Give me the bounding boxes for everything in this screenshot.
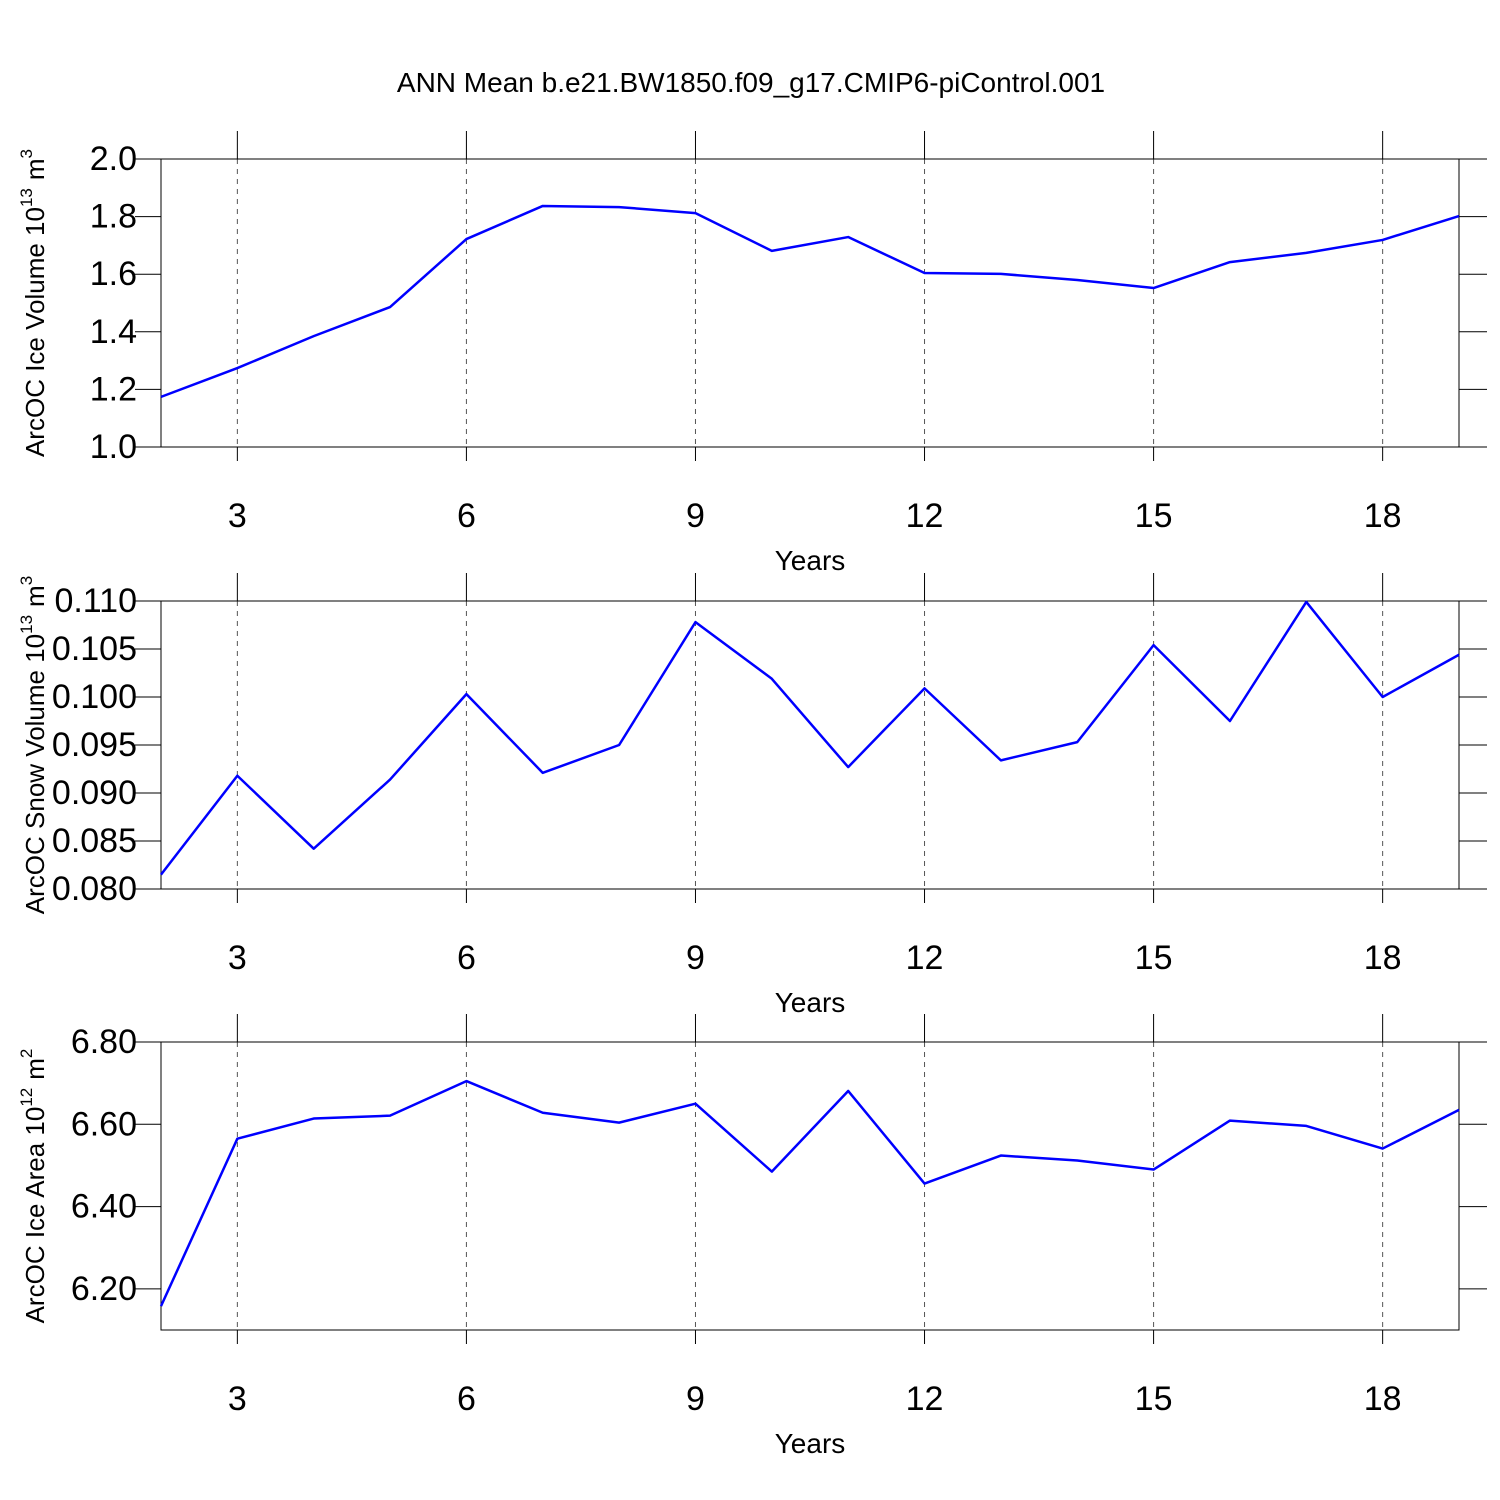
data-line [160,204,1460,399]
x-tick-label: 6 [457,939,476,977]
x-tick-label: 9 [686,939,705,977]
y-axis-title: ArcOC Snow Volume 1013 m3 [17,576,50,914]
y-tick-label: 0.105 [52,630,137,668]
x-axis-title: Years [775,1428,846,1459]
y-tick-label: 1.0 [90,428,137,466]
y-axis-title: ArcOC Ice Area 1012 m2 [17,1049,50,1324]
x-tick-label: 3 [228,1380,247,1418]
y-tick-label: 2.0 [90,140,137,178]
y-axis-title-exponent: 12 [17,1088,36,1107]
x-tick-label: 3 [228,497,247,535]
y-tick-label: 0.100 [52,678,137,716]
y-tick-label: 0.090 [52,774,137,812]
x-tick-label: 18 [1364,939,1402,977]
y-tick-label: 6.60 [71,1105,137,1143]
y-axis-title-text: ArcOC Snow Volume 10 [20,634,50,914]
y-tick-label: 0.110 [54,582,137,620]
x-tick-label: 3 [228,939,247,977]
x-axis-title: Years [775,545,846,576]
x-tick-label: 12 [906,939,944,977]
y-tick-label: 0.080 [52,870,137,908]
y-axis-title-unit: m [20,585,50,607]
y-tick-label: 1.2 [90,370,137,408]
x-tick-label: 12 [906,497,944,535]
y-tick-label: 1.6 [90,255,137,293]
figure-title: ANN Mean b.e21.BW1850.f09_g17.CMIP6-piCo… [397,67,1105,98]
plot-frame [160,1041,1460,1331]
y-tick-label: 0.085 [52,822,137,860]
x-tick-label: 15 [1135,939,1173,977]
y-axis-title-exponent: 13 [17,615,36,634]
y-axis-title-unit: m [20,158,50,180]
data-line [160,600,1460,876]
y-axis-title-unit: m [20,1058,50,1080]
y-tick-label: 1.4 [90,313,137,351]
x-tick-label: 15 [1135,497,1173,535]
y-axis-title-unit-exponent: 3 [17,149,36,158]
y-tick-label: 0.095 [52,726,137,764]
y-tick-label: 6.20 [71,1270,137,1308]
y-axis-title-unit-exponent: 3 [17,576,36,585]
y-axis-title: ArcOC Ice Volume 1013 m3 [17,149,50,457]
x-tick-label: 9 [686,497,705,535]
y-tick-label: 1.8 [90,198,137,236]
plot-frame [160,158,1460,448]
y-tick-label: 6.80 [71,1023,137,1061]
x-tick-label: 9 [686,1380,705,1418]
x-tick-label: 18 [1364,497,1402,535]
plot-frame [160,600,1460,890]
y-axis-title-unit-exponent: 2 [17,1049,36,1058]
x-tick-label: 18 [1364,1380,1402,1418]
x-axis-title: Years [775,987,846,1018]
x-tick-label: 15 [1135,1380,1173,1418]
y-axis-title-text: ArcOC Ice Area 10 [20,1107,50,1324]
y-tick-label: 6.40 [71,1188,137,1226]
x-tick-label: 6 [457,497,476,535]
y-axis-title-exponent: 13 [17,188,36,207]
data-line [159,1079,1460,1307]
y-axis-title-text: ArcOC Ice Volume 10 [20,207,50,457]
x-tick-label: 12 [906,1380,944,1418]
x-tick-label: 6 [457,1380,476,1418]
